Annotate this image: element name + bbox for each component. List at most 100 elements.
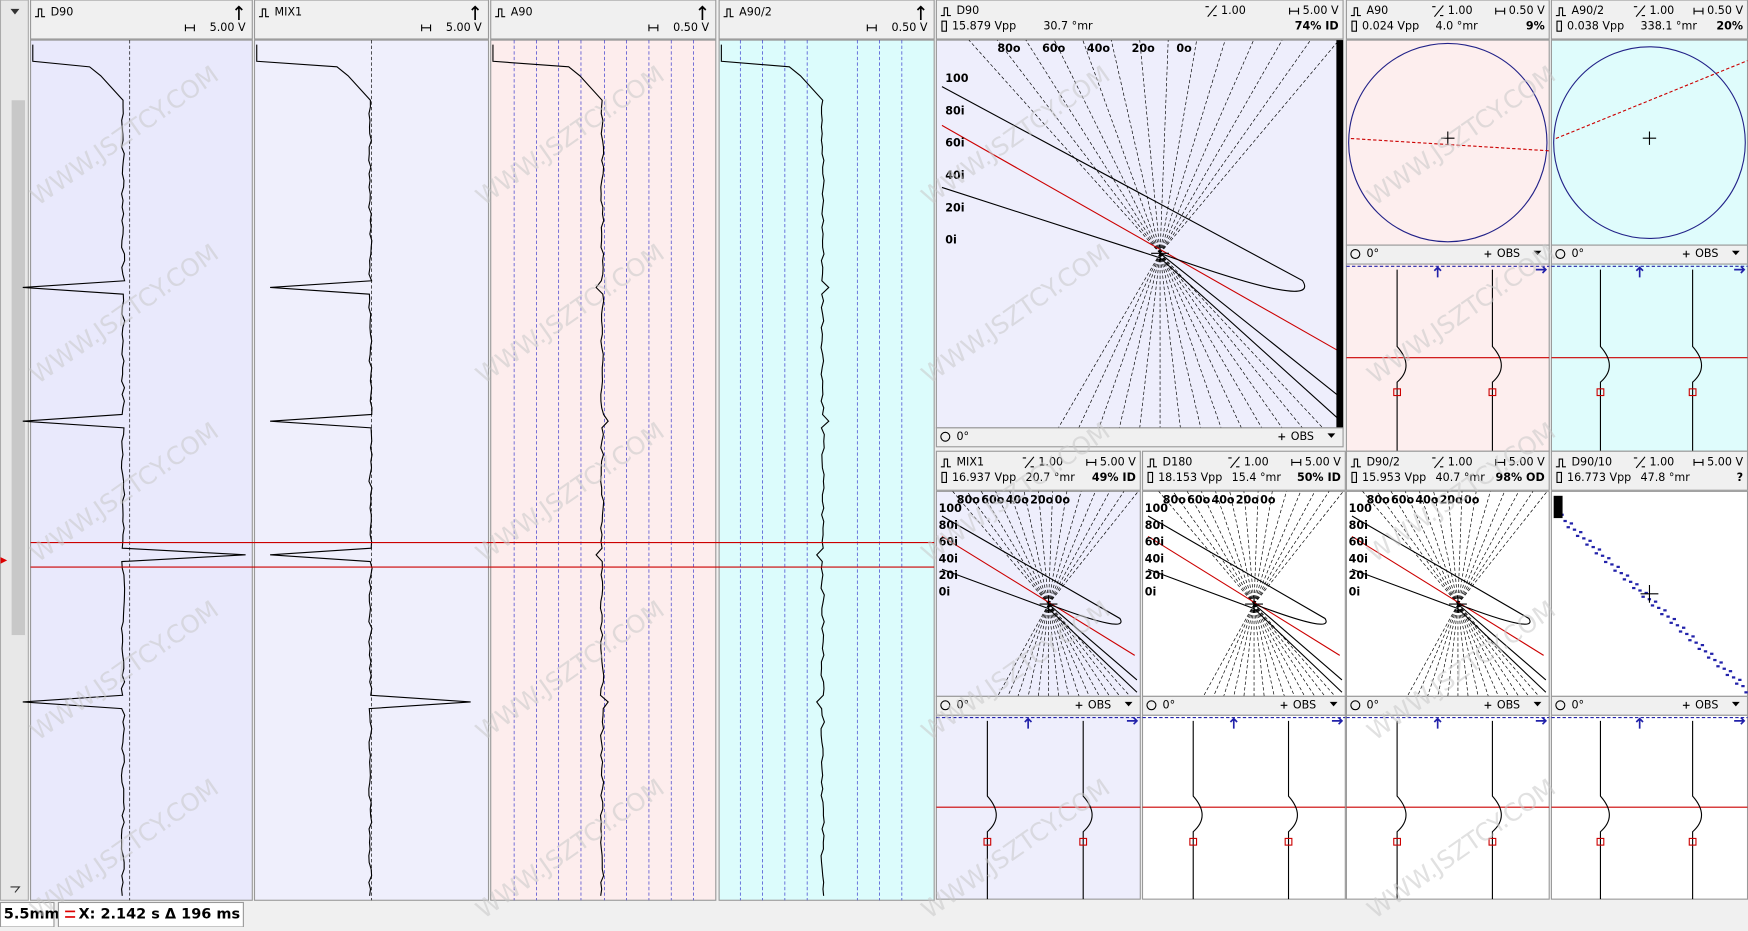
mode-dropdown[interactable] [1329,701,1338,707]
reference-ray [1457,604,1469,697]
rotation: 0° [1571,698,1584,711]
phase-line [1555,60,1748,140]
scroll-down[interactable] [10,886,21,893]
reference-ray [1159,253,1303,429]
mode-dropdown[interactable] [1731,250,1740,256]
channel-name: D90/2 [1366,455,1400,468]
channel-icon [1350,7,1361,17]
scale-label: 0o [1464,493,1480,506]
reference-ray [1054,39,1161,254]
channel-icon [723,8,734,18]
clutter-dot [1731,676,1736,679]
scale-label: 0i [1349,586,1361,599]
reference-ray [1404,491,1459,605]
scale-label: 0o [1055,493,1071,506]
clutter-dot [1594,552,1598,555]
rotate-icon[interactable] [1555,249,1566,260]
gain: 1.00 [1038,455,1063,468]
scale-label: 80o [1367,493,1390,506]
reference-ray [1223,604,1255,697]
scale-icon [866,24,877,32]
reference-ray [1253,491,1287,605]
rotation: 0° [1163,698,1176,711]
scale-label: 100 [1145,502,1168,515]
signal-trace [1192,720,1203,900]
arrow [1433,717,1442,729]
rotation: 0° [956,430,969,443]
clutter-dot [1685,632,1689,636]
channel-icon [940,7,951,17]
scroll-up[interactable] [10,8,20,15]
panel-header [1550,0,1748,40]
scale-label: 0i [1145,586,1157,599]
gain: 1.00 [1649,4,1674,17]
gain: 1.00 [1649,455,1674,468]
gain-icon [1432,5,1444,18]
scale-label: 60i [1349,536,1368,549]
signal-trace [1287,720,1298,900]
strip-header [490,0,717,40]
panel-header [1345,0,1550,40]
reference-ray [1159,39,1311,254]
clutter-dot [1635,583,1639,586]
reference-ray [1457,603,1540,697]
signal-trace [1082,720,1093,900]
scale-icon [421,24,432,32]
mode-dropdown[interactable] [1327,433,1336,438]
scale-label: 60i [1145,536,1164,549]
reference-ray [1159,253,1283,429]
scale-label: 60o [981,493,1004,506]
mode-dropdown[interactable] [1124,701,1133,707]
clutter-dot [1719,661,1723,664]
scale-label: 80o [997,42,1020,55]
lissajous-plot [1345,490,1550,697]
channel-icon [940,458,951,468]
rotate-icon[interactable] [940,431,951,442]
scale-label: 0o [1176,42,1192,55]
signal-trace [492,44,609,896]
reference-ray [1419,491,1459,605]
reference-ray [1048,491,1096,605]
reference-ray [1201,491,1255,605]
mode-dropdown[interactable] [1533,250,1542,256]
scale-label: 20o [1236,493,1259,506]
rotate-icon[interactable] [1555,700,1566,711]
clutter-dot [1616,565,1620,569]
reference-ray [1253,491,1301,605]
clutter-dot [1735,682,1739,685]
signal-trace [1396,720,1407,900]
clutter-dot [1625,574,1630,577]
signal-trace [986,720,997,900]
mode: OBS [1695,698,1718,711]
reference-ray [1229,491,1255,605]
reference-ray [1457,491,1534,605]
clutter-dot [1628,580,1633,583]
arrow [1734,716,1746,725]
gain-icon [1633,456,1646,469]
scroll-thumb[interactable] [11,100,25,636]
reference-ray [1233,604,1255,697]
clutter-dot [1691,635,1695,638]
reference-ray [1139,40,1161,254]
reference-ray [1023,491,1049,605]
rotate-icon[interactable] [1146,700,1157,711]
panel-footer [935,427,1344,448]
rotate-icon[interactable] [1350,249,1361,260]
mode-dropdown[interactable] [1731,701,1740,707]
strip-header [30,0,253,40]
scale-label: 0i [945,234,957,247]
reference-ray [966,491,1049,605]
mode-dropdown[interactable] [1533,701,1542,707]
phase-line [1351,535,1544,656]
clutter-dot [1657,606,1661,610]
clutter-dot [1653,600,1658,603]
reference-ray [1048,491,1110,605]
rotate-icon[interactable] [1350,700,1361,711]
vpp: 0.038 Vpp [1567,20,1624,33]
clutter-dot [1579,531,1583,534]
rotate-icon[interactable] [940,700,951,711]
reference-ray [1159,253,1181,428]
panel-header [935,450,1141,491]
vpp-icon [941,471,947,483]
